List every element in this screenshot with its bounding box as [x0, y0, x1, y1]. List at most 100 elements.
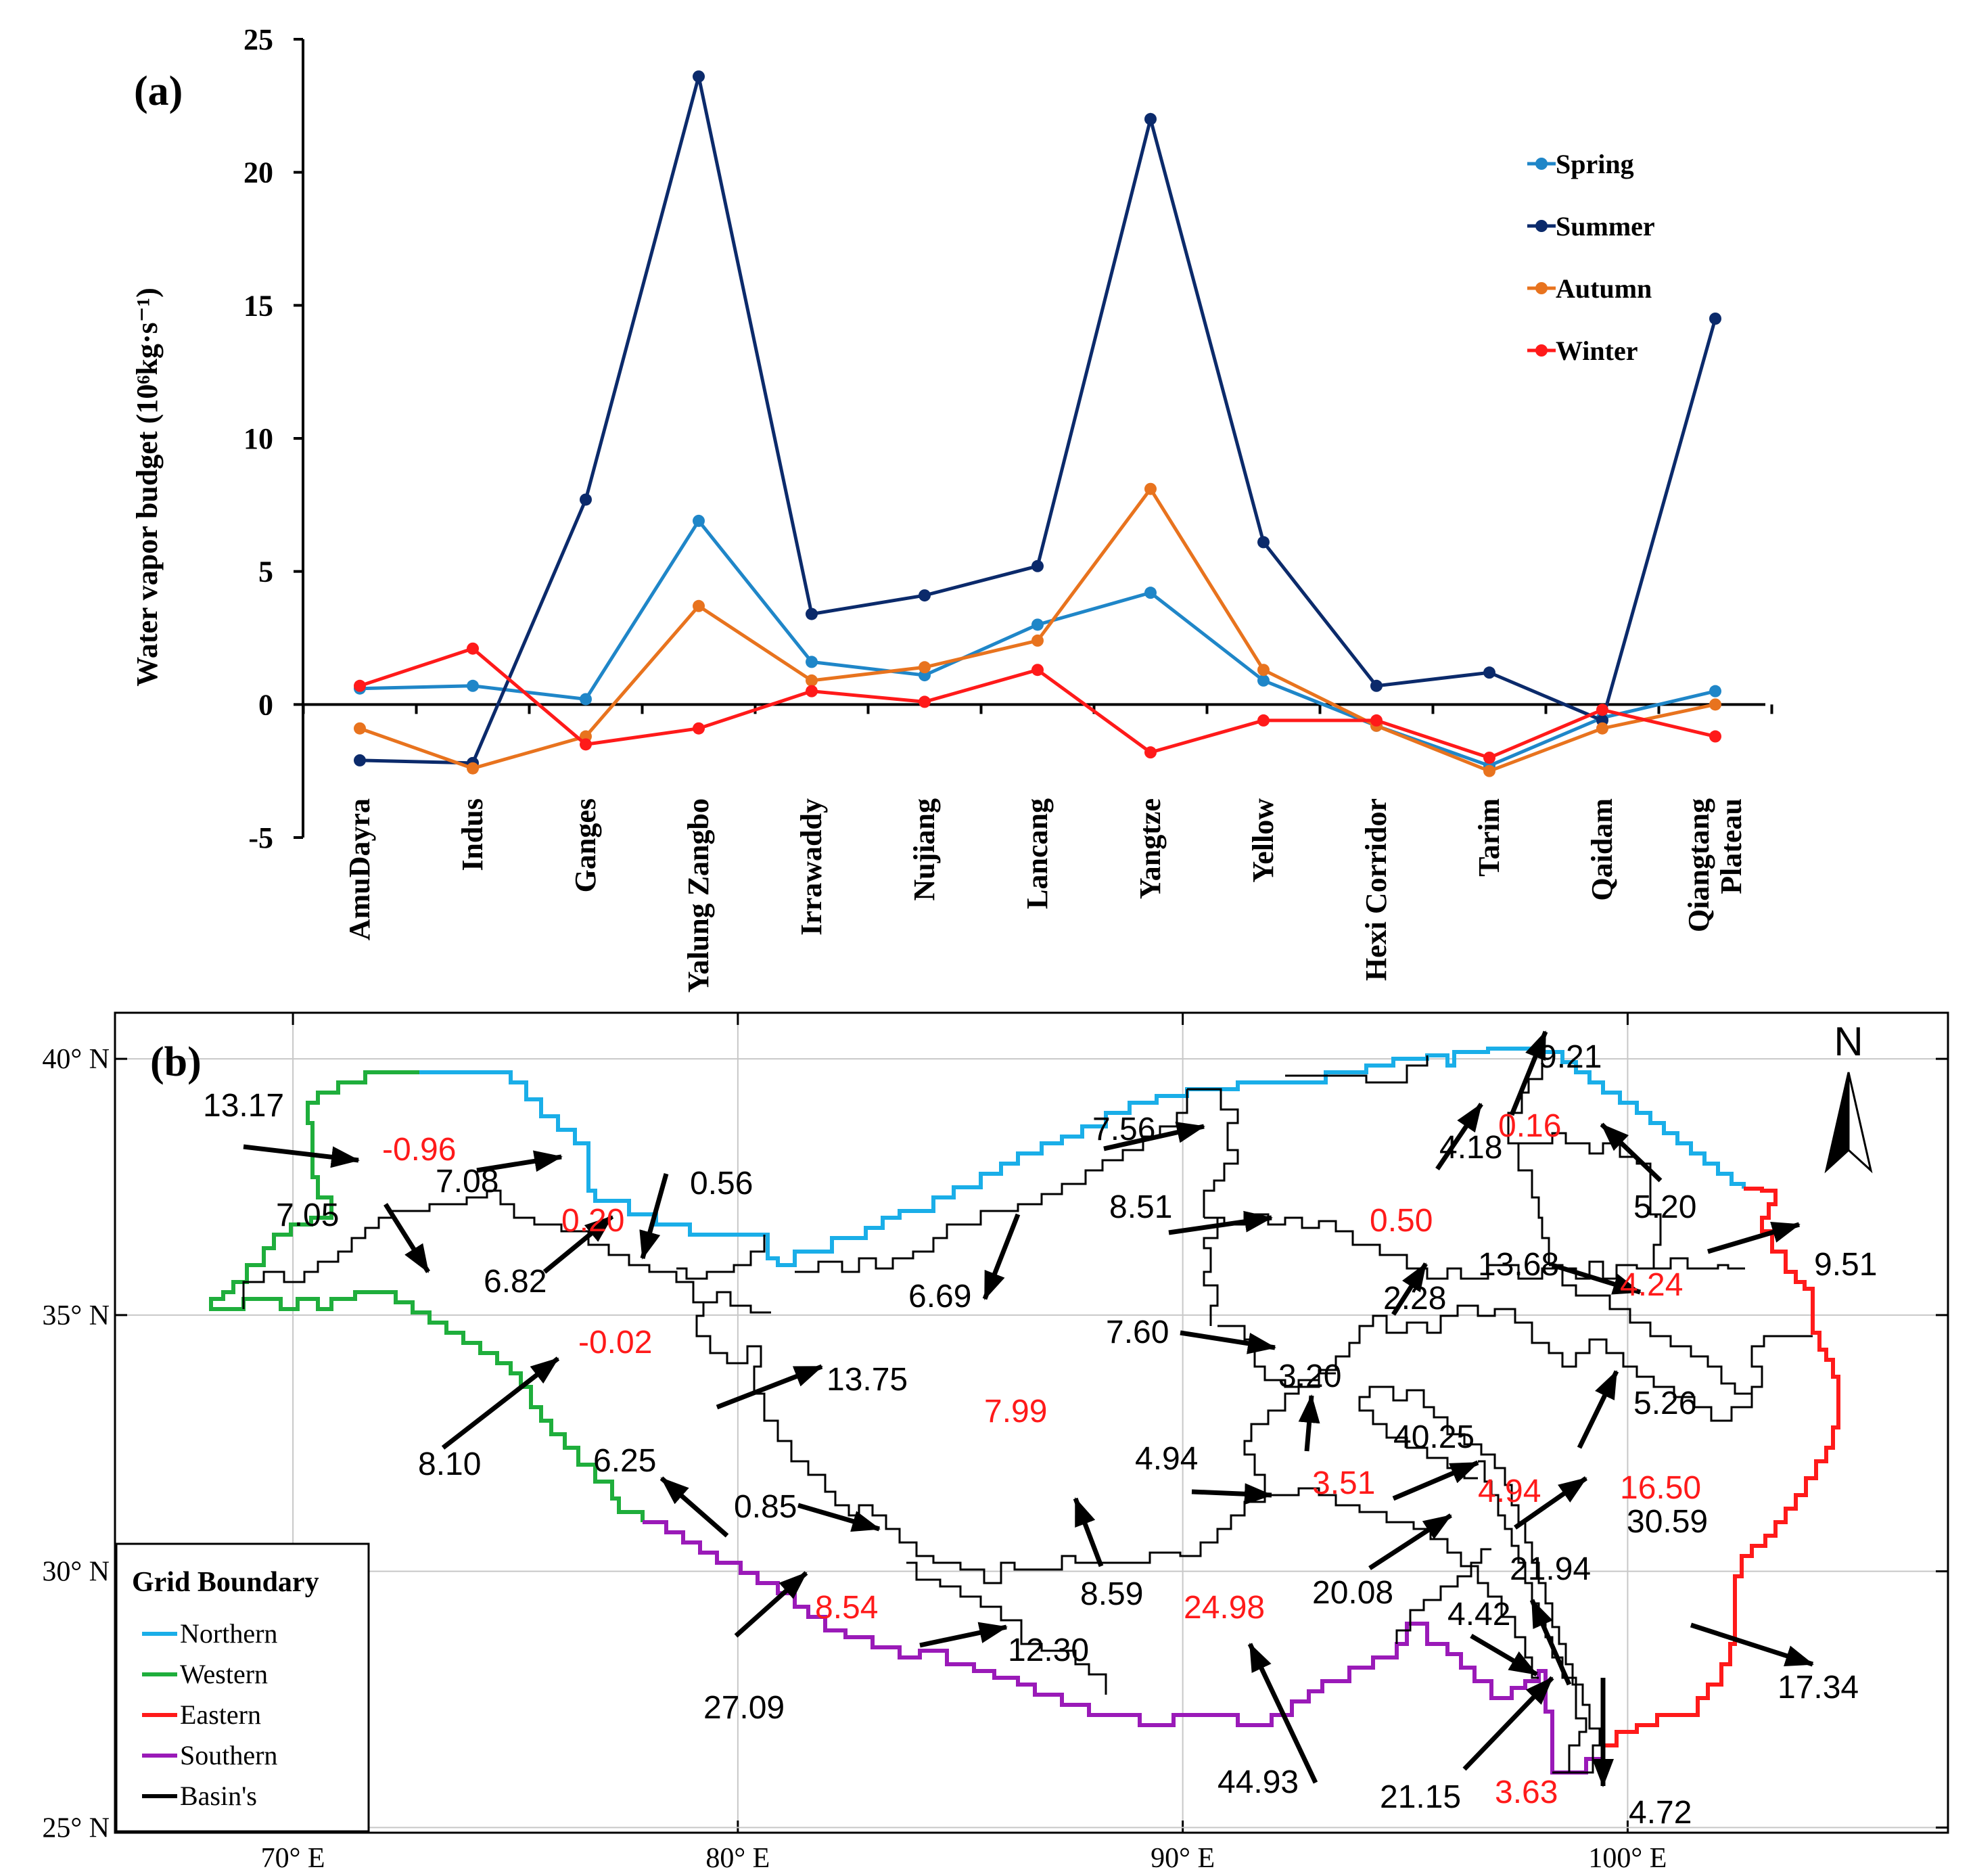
- data-point-winter: [806, 685, 818, 697]
- flux-value: 6.82: [484, 1264, 547, 1300]
- basin-boundary: [1395, 1548, 1491, 1644]
- legend-entry-basins: Basin's: [142, 1781, 257, 1811]
- lon-label: 90° E: [1151, 1843, 1215, 1874]
- basin-budget-value: 4.94: [1478, 1473, 1541, 1509]
- legend-label: Spring: [1556, 149, 1634, 179]
- lat-label: 25° N: [42, 1812, 110, 1844]
- flux-arrow: [1551, 1262, 1642, 1295]
- data-point-autumn: [1031, 634, 1044, 647]
- basin-budget-value: 4.24: [1620, 1267, 1683, 1303]
- flux-arrow: [476, 1150, 563, 1173]
- data-point-autumn: [1709, 698, 1721, 711]
- series-line-summer: [359, 76, 1717, 765]
- flux-value: 7.08: [436, 1164, 498, 1199]
- category-label: Lancang: [1021, 798, 1054, 909]
- data-point-autumn: [1483, 764, 1495, 777]
- basin-budget-value: 0.50: [1370, 1203, 1433, 1239]
- legend: Spring Summer Autumn Winter: [1527, 149, 1655, 366]
- flux-value: 44.93: [1217, 1764, 1299, 1800]
- data-point-summer: [919, 589, 931, 602]
- legend-entry-eastern: Eastern: [142, 1699, 261, 1730]
- flux-value: 2.28: [1383, 1281, 1446, 1317]
- legend-swatch-marker: [1535, 158, 1548, 170]
- flux-arrow: [1707, 1222, 1801, 1254]
- data-point-summer: [1709, 313, 1721, 325]
- flux-value: 21.94: [1510, 1551, 1591, 1587]
- flux-arrow: [659, 1476, 729, 1538]
- southern-boundary: [643, 1520, 1603, 1775]
- flux-value: 8.59: [1080, 1576, 1143, 1612]
- flux-value: 7.56: [1092, 1112, 1155, 1147]
- basin-boundary: [1285, 1055, 1429, 1084]
- legend-entry-northern: Northern: [142, 1618, 277, 1649]
- data-point-summer: [354, 754, 366, 767]
- data-point-summer: [693, 70, 705, 83]
- flux-value: 30.59: [1627, 1504, 1708, 1540]
- category-label: Hexi Corridor: [1360, 798, 1393, 981]
- flux-arrow: [1368, 1513, 1452, 1570]
- category-label: Qiangtang: [1682, 798, 1715, 932]
- data-point-winter: [580, 738, 592, 751]
- flux-arrow: [982, 1213, 1021, 1300]
- data-point-winter: [354, 679, 366, 692]
- legend-label: Basin's: [180, 1781, 257, 1811]
- category-label: AmuDayra: [343, 798, 376, 940]
- flux-arrow: [1391, 1262, 1428, 1316]
- data-point-autumn: [1257, 664, 1270, 677]
- basin-budget-value: 3.51: [1312, 1465, 1375, 1501]
- data-point-spring: [1709, 685, 1721, 697]
- lat-label: 40° N: [42, 1044, 110, 1075]
- flux-arrow: [797, 1503, 881, 1532]
- data-point-winter: [1370, 714, 1383, 727]
- category-label: Yangtze: [1134, 798, 1167, 899]
- legend-items: Northern Western Eastern Southern Basin's: [142, 1618, 277, 1811]
- flux-arrow: [1509, 1030, 1548, 1116]
- data-point-spring: [806, 656, 818, 668]
- panel-b-label: (b): [150, 1039, 202, 1085]
- data-point-summer: [580, 493, 592, 506]
- data-point-summer: [1257, 536, 1270, 549]
- data-point-spring: [693, 514, 705, 527]
- flux-value: 6.69: [908, 1279, 971, 1314]
- data-point-autumn: [919, 661, 931, 674]
- eastern-boundary: [1601, 1187, 1840, 1759]
- flux-arrow: [1470, 1633, 1538, 1677]
- data-point-autumn: [693, 599, 705, 612]
- flux-arrow: [1392, 1460, 1479, 1501]
- flux-arrow: [441, 1356, 560, 1450]
- basin-boundary: [1654, 1257, 1745, 1270]
- data-point-summer: [1031, 559, 1044, 572]
- legend-label: Northern: [180, 1618, 277, 1649]
- flux-arrow: [1577, 1370, 1619, 1449]
- x-tick-marks: [302, 704, 1773, 714]
- data-point-autumn: [354, 722, 366, 735]
- panel-a-line-chart: (a) Water vapor budget (10⁶kg·s⁻¹) 25 20 1…: [131, 23, 1773, 992]
- flux-value: 27.09: [703, 1690, 785, 1726]
- flux-arrow: [919, 1622, 1008, 1648]
- legend-entry-southern: Southern: [142, 1740, 277, 1770]
- flux-arrow: [1298, 1394, 1320, 1452]
- y-tick-label: 20: [243, 156, 273, 189]
- data-point-winter: [1596, 704, 1608, 716]
- category-label: Tarim: [1472, 798, 1506, 877]
- legend-label: Eastern: [180, 1699, 261, 1730]
- legend-label: Autumn: [1556, 273, 1652, 304]
- data-point-summer: [1144, 113, 1157, 125]
- data-point-winter: [1031, 664, 1044, 677]
- flux-value: 0.56: [690, 1166, 753, 1202]
- basin-budget-value: 24.98: [1184, 1590, 1265, 1626]
- flux-value: 12.30: [1008, 1632, 1089, 1668]
- data-point-autumn: [806, 674, 818, 687]
- flux-value: 4.72: [1629, 1795, 1692, 1831]
- flux-arrow: [1180, 1330, 1276, 1354]
- data-point-spring: [1144, 587, 1157, 599]
- flux-arrow: [1073, 1497, 1104, 1568]
- data-point-spring: [1257, 674, 1270, 687]
- y-ticks: 25 20 15 10 5 0 -5: [243, 23, 303, 854]
- data-point-autumn: [1144, 482, 1157, 495]
- legend-entry-winter: Winter: [1527, 336, 1638, 366]
- flux-arrow: [1168, 1210, 1273, 1235]
- flux-value: 9.51: [1814, 1247, 1877, 1283]
- legend-label: Southern: [180, 1740, 277, 1770]
- flux-labels: 13.17 7.08 7.05 0.56 6.82 8.10 13.75 6.25 0.85 12…: [203, 1039, 1877, 1831]
